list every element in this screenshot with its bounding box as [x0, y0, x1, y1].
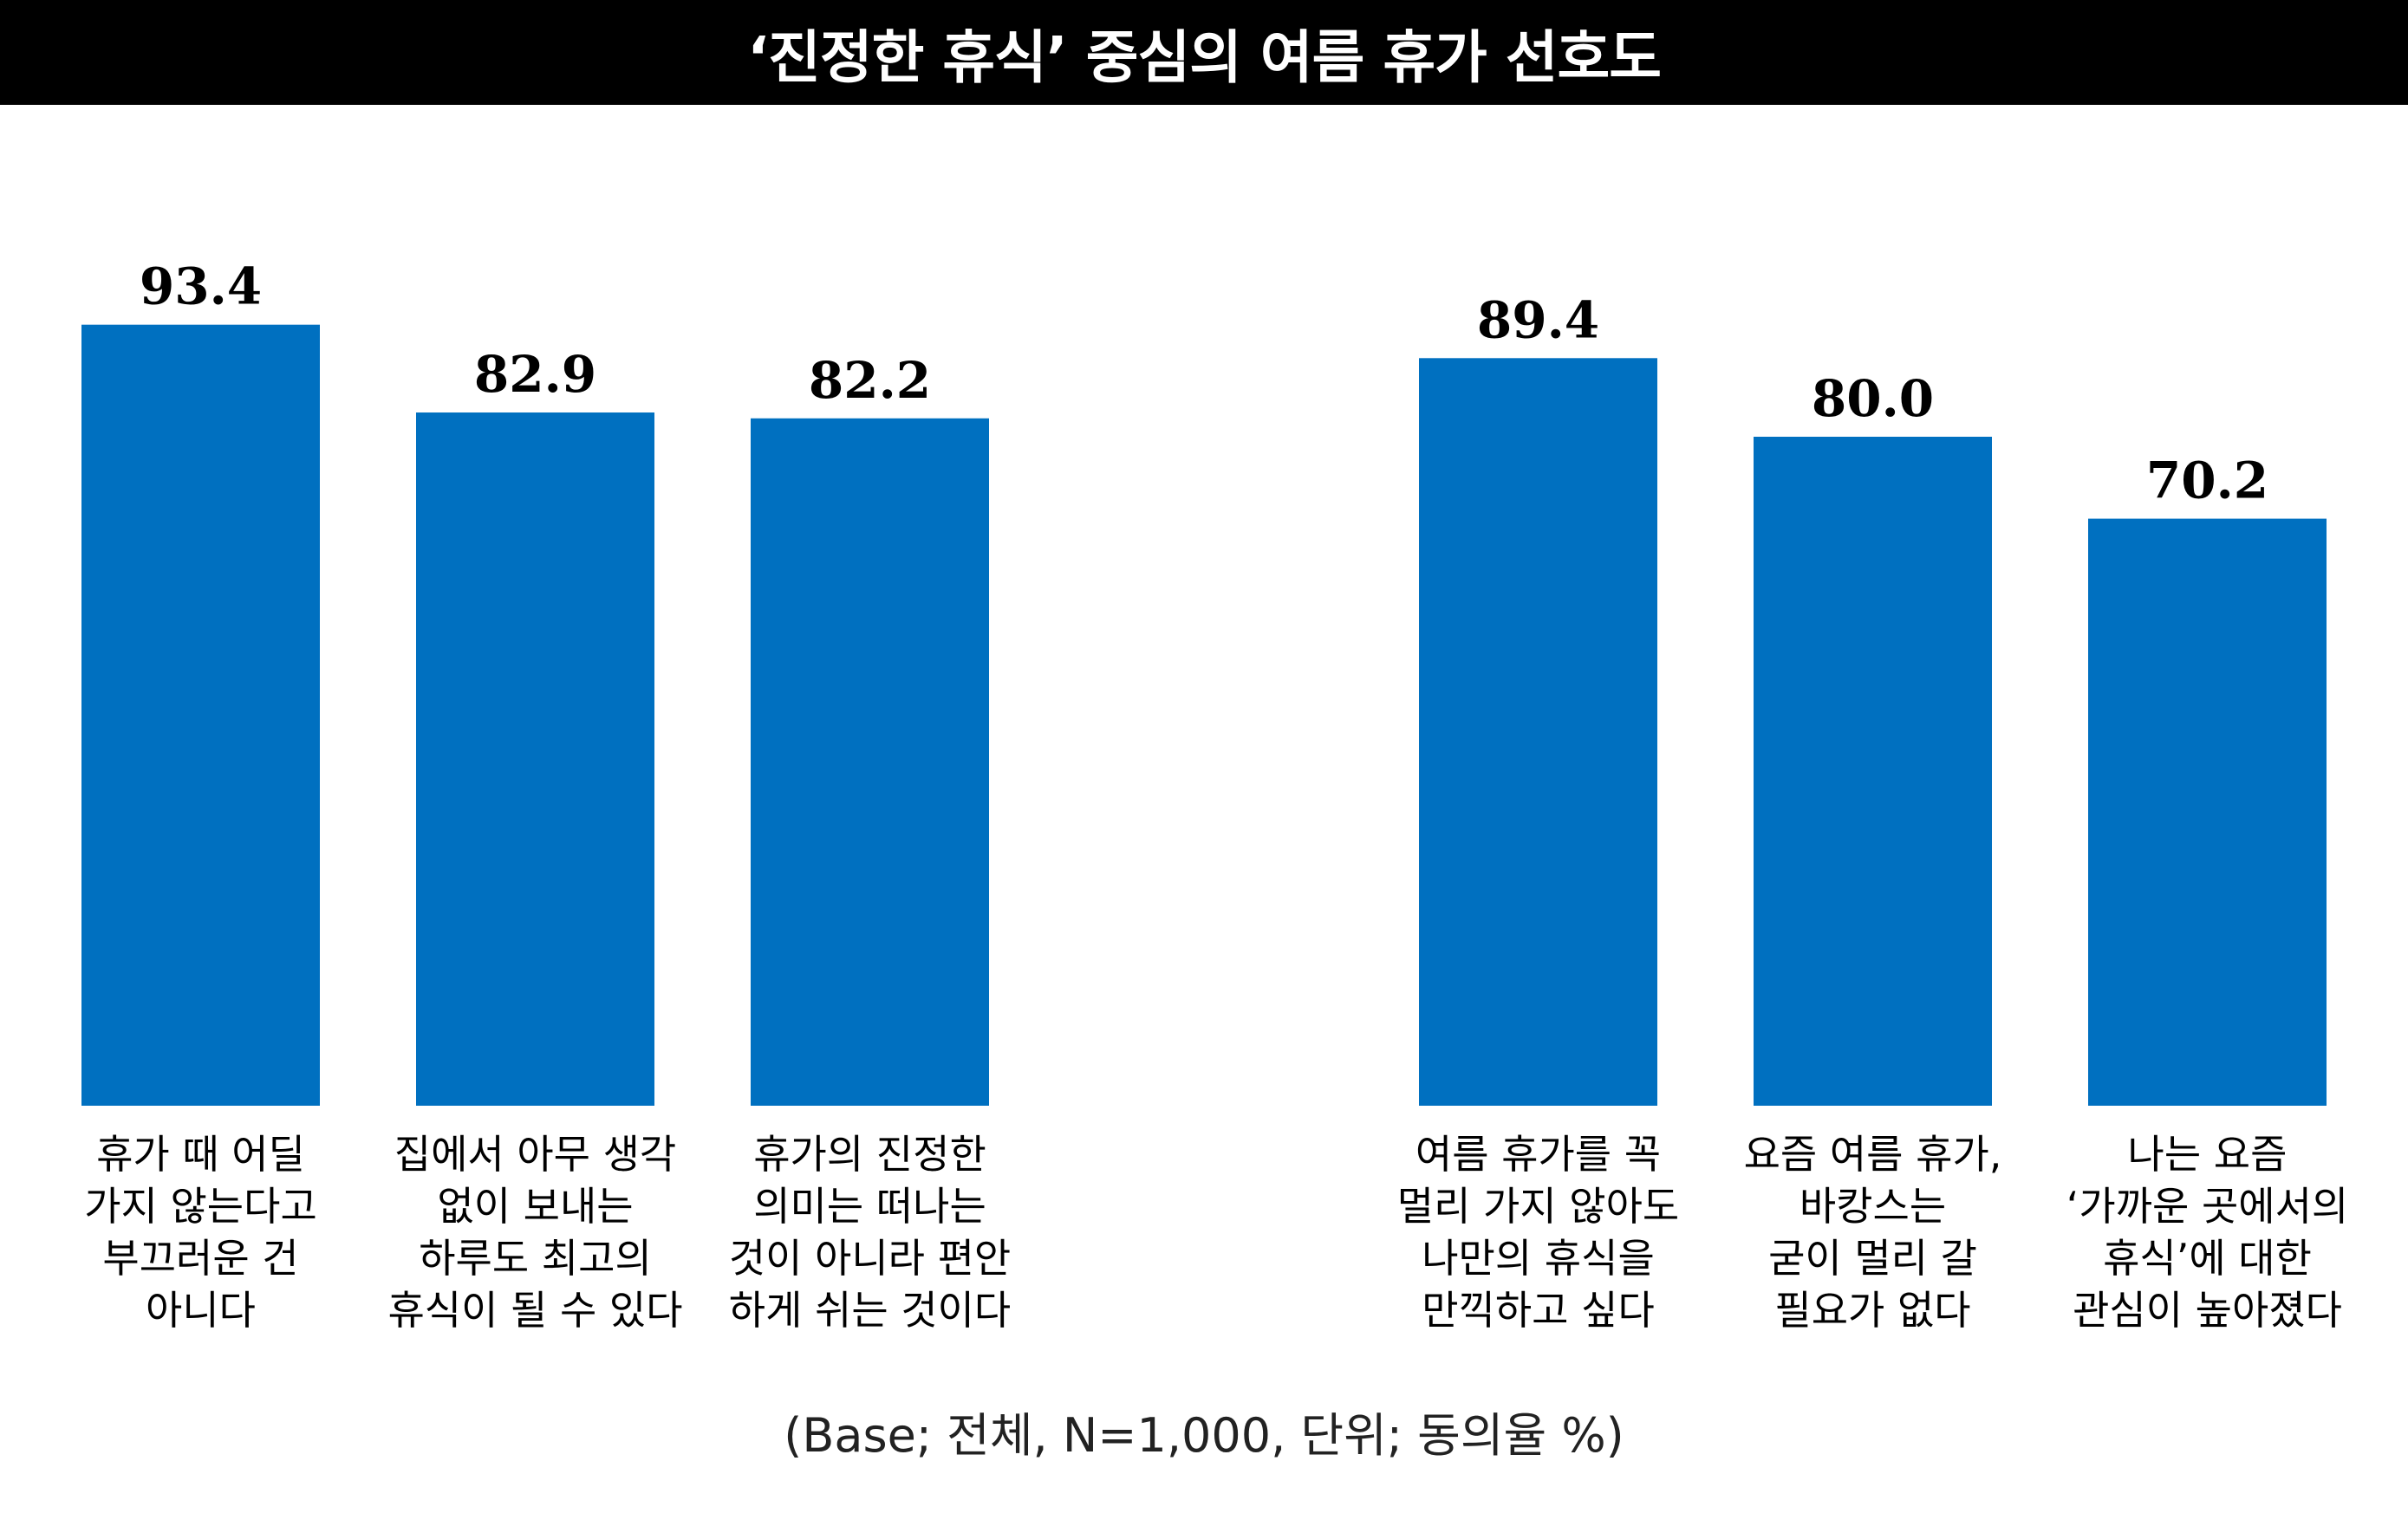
bar — [1754, 437, 1992, 1106]
bar-value-label: 82.9 — [474, 345, 596, 404]
category-label: 휴가 때 어딜 가지 않는다고 부끄러운 건 아니다 — [84, 1131, 317, 1334]
category-label: 집에서 아무 생각 없이 보내는 하루도 최고의 휴식이 될 수 있다 — [387, 1131, 682, 1334]
bar — [81, 324, 320, 1106]
category-label: 여름 휴가를 꼭 멀리 가지 않아도 나만의 휴식을 만끽하고 싶다 — [1397, 1131, 1679, 1334]
bar-value-label: 82.2 — [809, 351, 931, 410]
bar — [416, 412, 654, 1106]
bar-value-label: 89.4 — [1477, 290, 1599, 349]
category-label: 요즘 여름 휴가, 바캉스는 굳이 멀리 갈 필요가 없다 — [1744, 1131, 2002, 1334]
bar — [751, 418, 989, 1106]
bar-value-label: 93.4 — [140, 257, 262, 316]
title-bar: ‘진정한 휴식’ 중심의 여름 휴가 선호도 — [0, 0, 2408, 105]
bar-value-label: 70.2 — [2146, 451, 2268, 510]
bar — [1419, 358, 1657, 1106]
chart-title: ‘진정한 휴식’ 중심의 여름 휴가 선호도 — [747, 23, 1662, 91]
bar-value-label: 80.0 — [1812, 369, 1934, 428]
bar-chart: 93.4 휴가 때 어딜 가지 않는다고 부끄러운 건 아니다 82.9 집에서 아무 생각… — [81, 257, 2348, 1334]
category-label: 휴가의 진정한 의미는 떠나는 것이 아니라 편안 하게 쉬는 것이다 — [729, 1131, 1011, 1334]
category-label: 나는 요즘 ‘가까운 곳에서의 휴식’에 대한 관심이 높아졌다 — [2066, 1131, 2348, 1334]
footnote: (Base; 전체, N=1,000, 단위; 동의율 %) — [784, 1408, 1624, 1463]
bar — [2088, 518, 2327, 1106]
